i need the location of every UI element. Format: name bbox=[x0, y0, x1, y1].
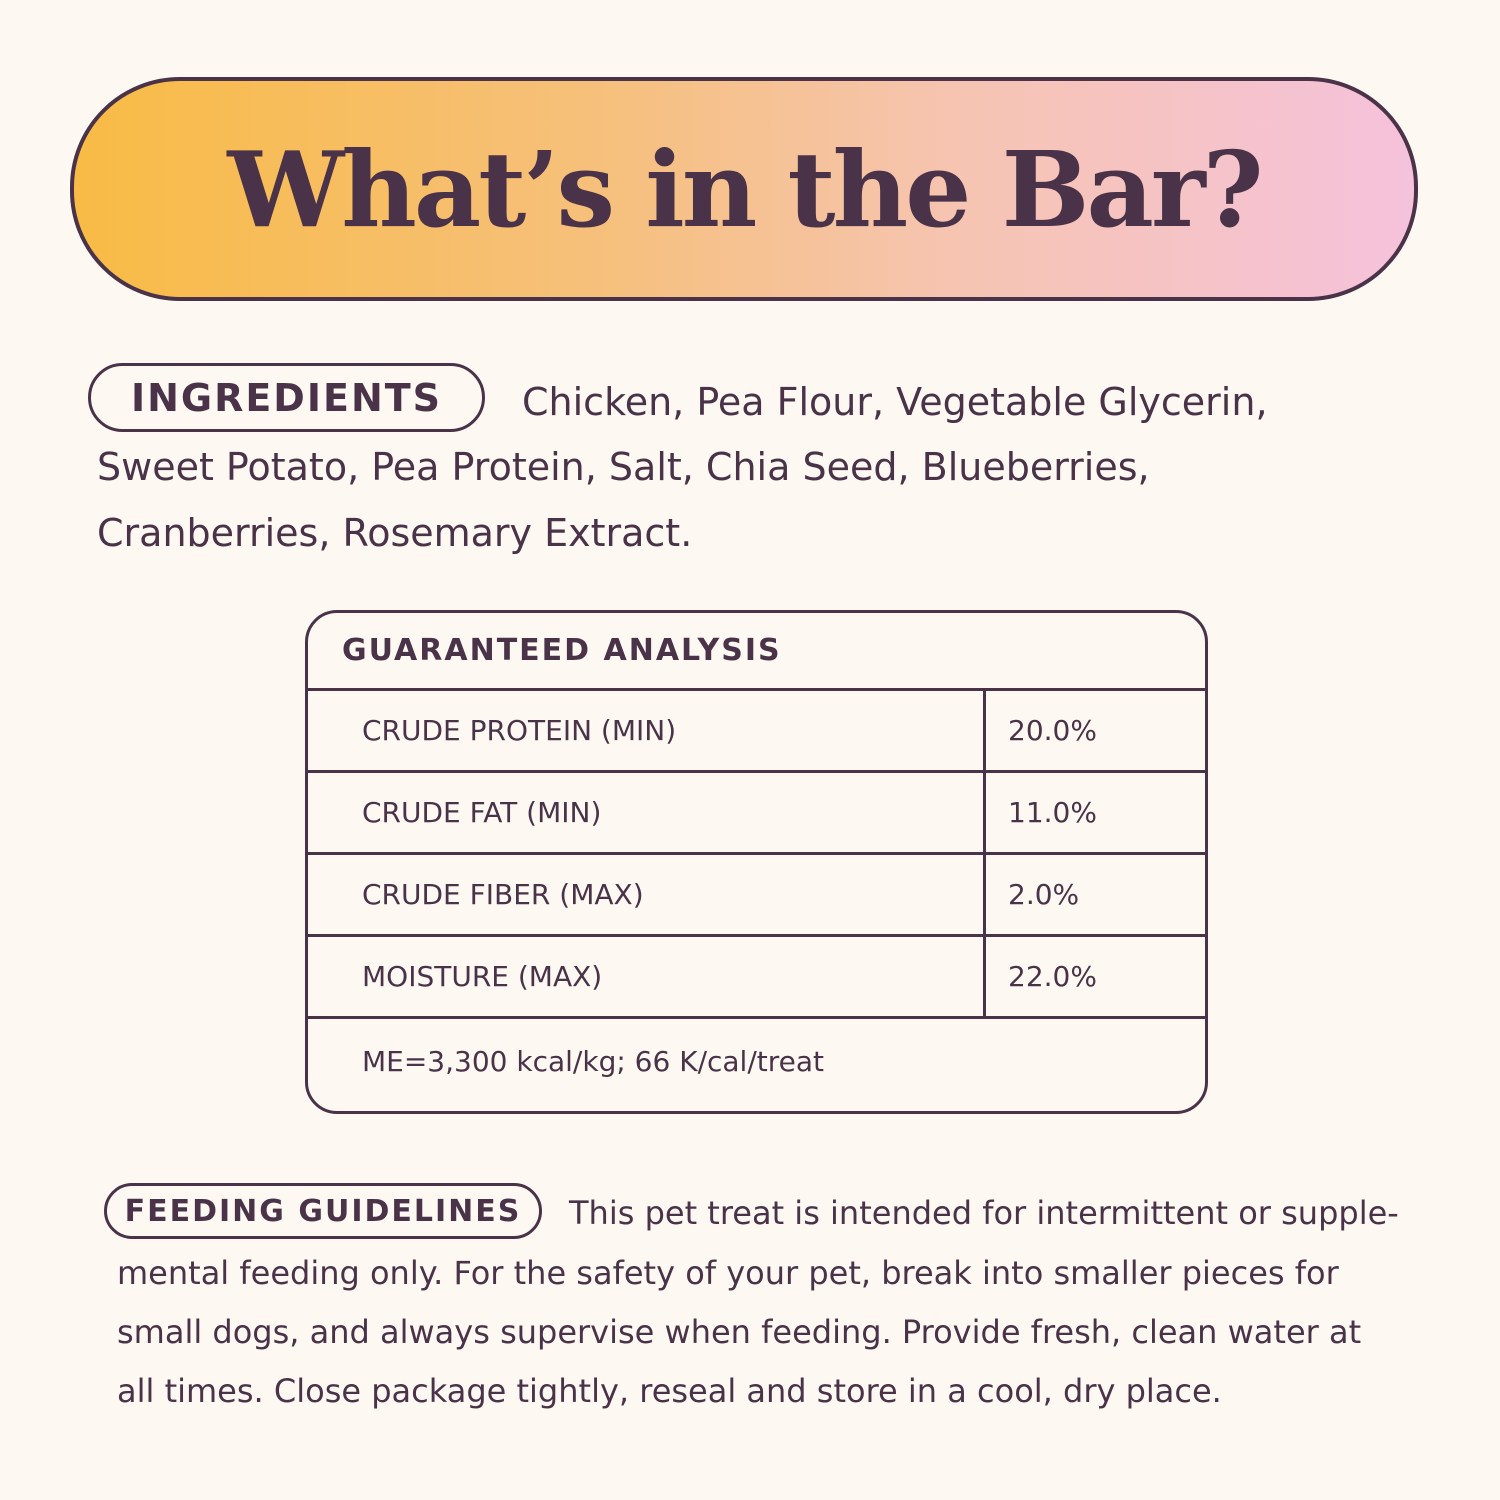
feeding-line: all times. Close package tightly, reseal… bbox=[117, 1372, 1222, 1410]
ingredients-line: Chicken, Pea Flour, Vegetable Glycerin, bbox=[522, 380, 1268, 424]
nutrient-value: 22.0% bbox=[1008, 960, 1097, 993]
feeding-line: small dogs, and always supervise when fe… bbox=[117, 1313, 1362, 1351]
ingredients-line: Sweet Potato, Pea Protein, Salt, Chia Se… bbox=[97, 445, 1150, 489]
nutrient-value: 11.0% bbox=[1008, 796, 1097, 829]
guaranteed-analysis-table: GUARANTEED ANALYSIS CRUDE PROTEIN (MIN) 2… bbox=[305, 610, 1208, 1114]
feeding-guidelines-label: FEEDING GUIDELINES bbox=[104, 1183, 542, 1239]
calorie-content: ME=3,300 kcal/kg; 66 K/cal/treat bbox=[362, 1044, 824, 1078]
title-banner: What’s in the Bar? bbox=[70, 77, 1418, 301]
nutrient-name: CRUDE FAT (MIN) bbox=[308, 773, 986, 852]
feeding-line: This pet treat is intended for intermitt… bbox=[569, 1194, 1399, 1232]
nutrient-value: 20.0% bbox=[1008, 714, 1097, 747]
ingredients-label: INGREDIENTS bbox=[88, 363, 485, 432]
page-title: What’s in the Bar? bbox=[227, 127, 1263, 251]
nutrient-name: CRUDE PROTEIN (MIN) bbox=[308, 691, 986, 770]
table-row: CRUDE FAT (MIN) 11.0% bbox=[308, 773, 1205, 855]
table-header: GUARANTEED ANALYSIS bbox=[308, 613, 1205, 691]
table-row: MOISTURE (MAX) 22.0% bbox=[308, 937, 1205, 1019]
table-row: CRUDE FIBER (MAX) 2.0% bbox=[308, 855, 1205, 937]
nutrient-name: CRUDE FIBER (MAX) bbox=[308, 855, 986, 934]
ingredients-line: Cranberries, Rosemary Extract. bbox=[97, 511, 693, 555]
table-row: CRUDE PROTEIN (MIN) 20.0% bbox=[308, 691, 1205, 773]
nutrient-value: 2.0% bbox=[1008, 878, 1080, 911]
nutrient-name: MOISTURE (MAX) bbox=[308, 937, 986, 1016]
feeding-line: mental feeding only. For the safety of y… bbox=[117, 1254, 1339, 1292]
